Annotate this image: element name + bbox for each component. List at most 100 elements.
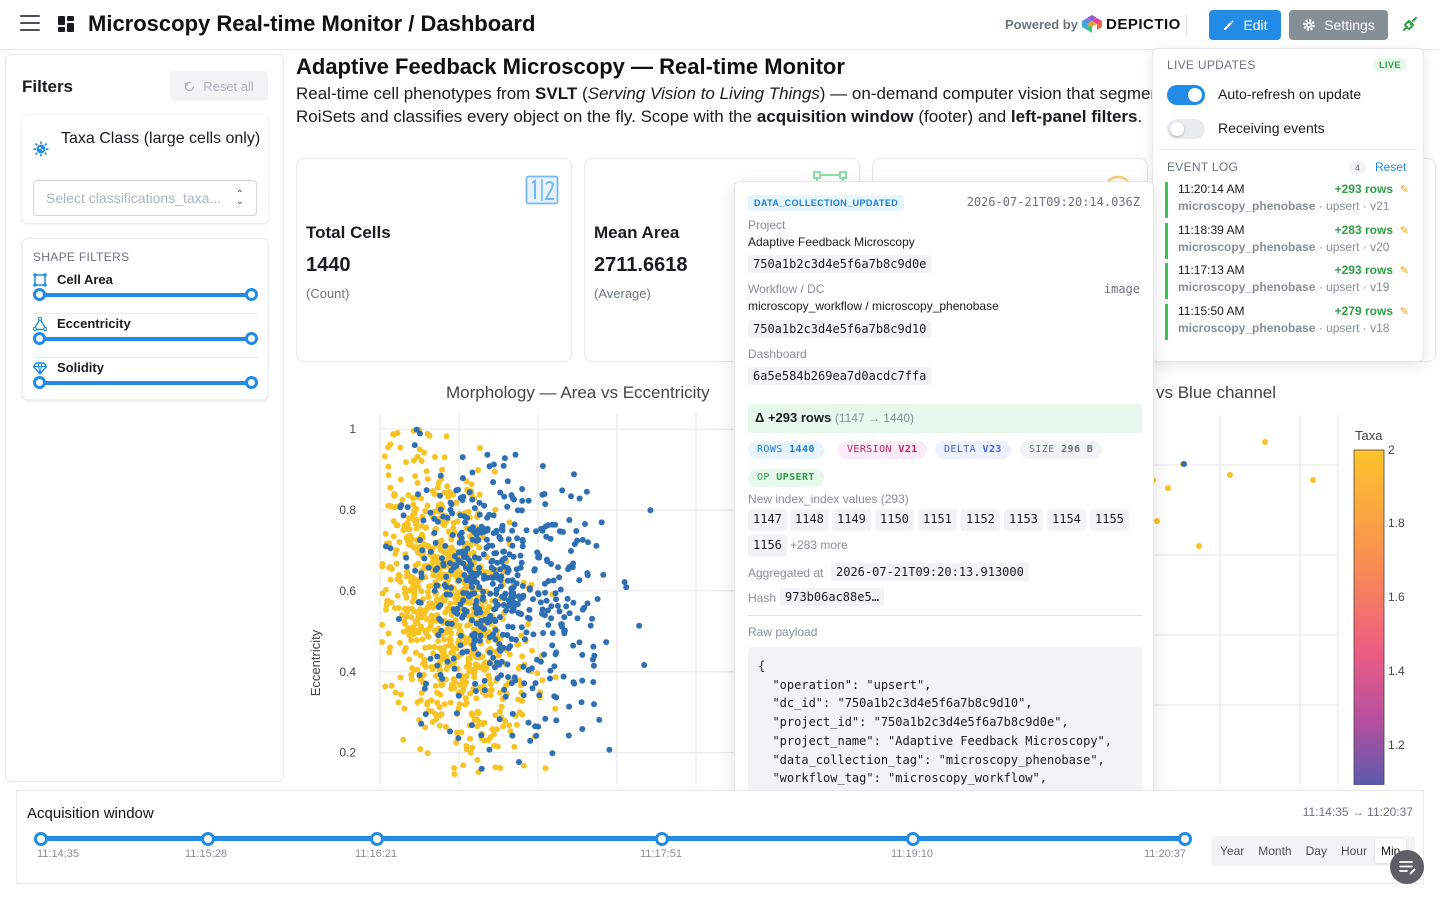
receiving-events-toggle[interactable] (1167, 119, 1205, 139)
event-log-item[interactable]: 11:17:13 AM +293 rows ✎ microscopy_pheno… (1165, 263, 1409, 299)
data-point (453, 563, 460, 569)
data-point (395, 605, 402, 611)
acquisition-mark[interactable] (201, 832, 215, 846)
acquisition-end-handle[interactable] (1178, 832, 1192, 846)
dc-id[interactable]: 750a1b2c3d4e5f6a7b8c9d10 (748, 320, 932, 338)
data-point (418, 588, 425, 595)
data-point (394, 430, 401, 436)
data-point (386, 649, 393, 656)
acquisition-slider-track[interactable] (41, 836, 1185, 841)
settings-button[interactable]: Settings (1289, 10, 1388, 40)
data-point (508, 593, 515, 600)
dashboard-id[interactable]: 6a5e584b269ea7d0acdc7ffa (748, 367, 932, 385)
data-point (636, 622, 643, 629)
event-log-item[interactable]: 11:20:14 AM +293 rows ✎ microscopy_pheno… (1165, 182, 1409, 218)
solidity-max-handle[interactable] (245, 376, 258, 389)
y-tick-label: 0.8 (339, 503, 356, 517)
data-point (514, 535, 521, 542)
data-point (443, 573, 450, 580)
data-point (490, 530, 497, 537)
data-point (478, 618, 485, 624)
event-log-reset-link[interactable]: Reset (1375, 160, 1407, 174)
cell-area-label: Cell Area (57, 272, 113, 287)
data-point (450, 519, 457, 526)
pencil-icon: ✎ (1399, 184, 1409, 196)
acquisition-start-handle[interactable] (34, 832, 48, 846)
data-point (463, 673, 470, 680)
data-point (443, 629, 450, 636)
data-point (554, 602, 561, 609)
data-point (457, 642, 464, 649)
data-point (478, 623, 485, 630)
data-point (480, 594, 487, 600)
data-point (480, 588, 487, 595)
chart-title: Morphology — Area vs Eccentricity (446, 383, 710, 402)
index-chip: 1147 (748, 509, 787, 531)
data-point (437, 547, 444, 554)
data-point (444, 658, 451, 665)
auto-refresh-toggle[interactable] (1167, 85, 1205, 105)
data-point (419, 660, 426, 667)
cell-area-slider-track[interactable] (39, 293, 251, 297)
acquisition-title: Acquisition window (27, 805, 154, 822)
data-point (574, 537, 581, 544)
live-connection-icon[interactable] (1400, 14, 1420, 34)
data-point (458, 535, 465, 542)
data-point (548, 561, 554, 567)
aggregated-at: 2026-07-21T09:20:13.913000 (831, 563, 1029, 581)
data-point (453, 739, 460, 746)
reset-all-button[interactable]: Reset all (170, 71, 268, 101)
notes-fab-button[interactable] (1390, 850, 1424, 884)
solidity-min-handle[interactable] (33, 376, 46, 389)
edit-button[interactable]: Edit (1209, 10, 1281, 40)
segment-day[interactable]: Day (1305, 844, 1327, 858)
data-point (397, 444, 404, 451)
data-point (425, 583, 432, 590)
data-point (488, 564, 495, 571)
index-chip: 1154 (1047, 509, 1086, 531)
data-point (542, 715, 549, 722)
solidity-slider-track[interactable] (39, 381, 251, 385)
cell-area-min-handle[interactable] (33, 288, 46, 301)
data-point (533, 528, 539, 535)
scatter-chart-area-vs-eccentricity[interactable]: Eccentricity 1 0.8 0.6 0.4 0.2 (296, 405, 736, 785)
data-point (519, 497, 526, 504)
data-point (497, 765, 504, 771)
data-point (579, 536, 586, 543)
project-id[interactable]: 750a1b2c3d4e5f6a7b8c9d0e (748, 255, 932, 273)
eccentricity-min-handle[interactable] (33, 332, 46, 345)
segment-hour[interactable]: Hour (1340, 844, 1367, 858)
data-point (415, 491, 421, 498)
data-point (447, 699, 454, 706)
eccentricity-max-handle[interactable] (245, 332, 258, 345)
cell-area-max-handle[interactable] (245, 288, 258, 301)
data-point (424, 502, 431, 509)
acquisition-mark[interactable] (906, 832, 920, 846)
taxa-select[interactable]: Select classifications_taxa... ⌃ ⌄ (33, 180, 257, 216)
data-point (413, 637, 420, 644)
data-point (431, 491, 438, 497)
hash-value[interactable]: 973b06ac88e5… (780, 588, 884, 606)
data-point (514, 507, 521, 514)
data-point (455, 572, 462, 579)
event-log-item[interactable]: 11:15:50 AM +279 rows ✎ microscopy_pheno… (1165, 304, 1409, 340)
acquisition-mark[interactable] (370, 832, 384, 846)
acquisition-mark[interactable] (655, 832, 669, 846)
segment-month[interactable]: Month (1258, 844, 1292, 858)
data-point (379, 621, 386, 628)
menu-icon[interactable] (20, 15, 40, 33)
eccentricity-slider-track[interactable] (39, 337, 251, 341)
scatter-chart-blue-channel[interactable]: 2 1.8 1.6 1.4 1.2 (1150, 405, 1420, 785)
data-point (450, 491, 457, 498)
data-point (463, 663, 470, 670)
data-point (438, 617, 445, 624)
data-point (466, 557, 473, 564)
data-point (468, 617, 475, 624)
data-point (492, 605, 499, 612)
data-point (468, 722, 475, 729)
data-point (422, 711, 429, 718)
desc-text: RoiSets and classifies every object on t… (296, 107, 757, 126)
data-point (471, 637, 478, 644)
segment-year[interactable]: Year (1220, 844, 1245, 858)
event-log-item[interactable]: 11:18:39 AM +283 rows ✎ microscopy_pheno… (1165, 223, 1409, 259)
